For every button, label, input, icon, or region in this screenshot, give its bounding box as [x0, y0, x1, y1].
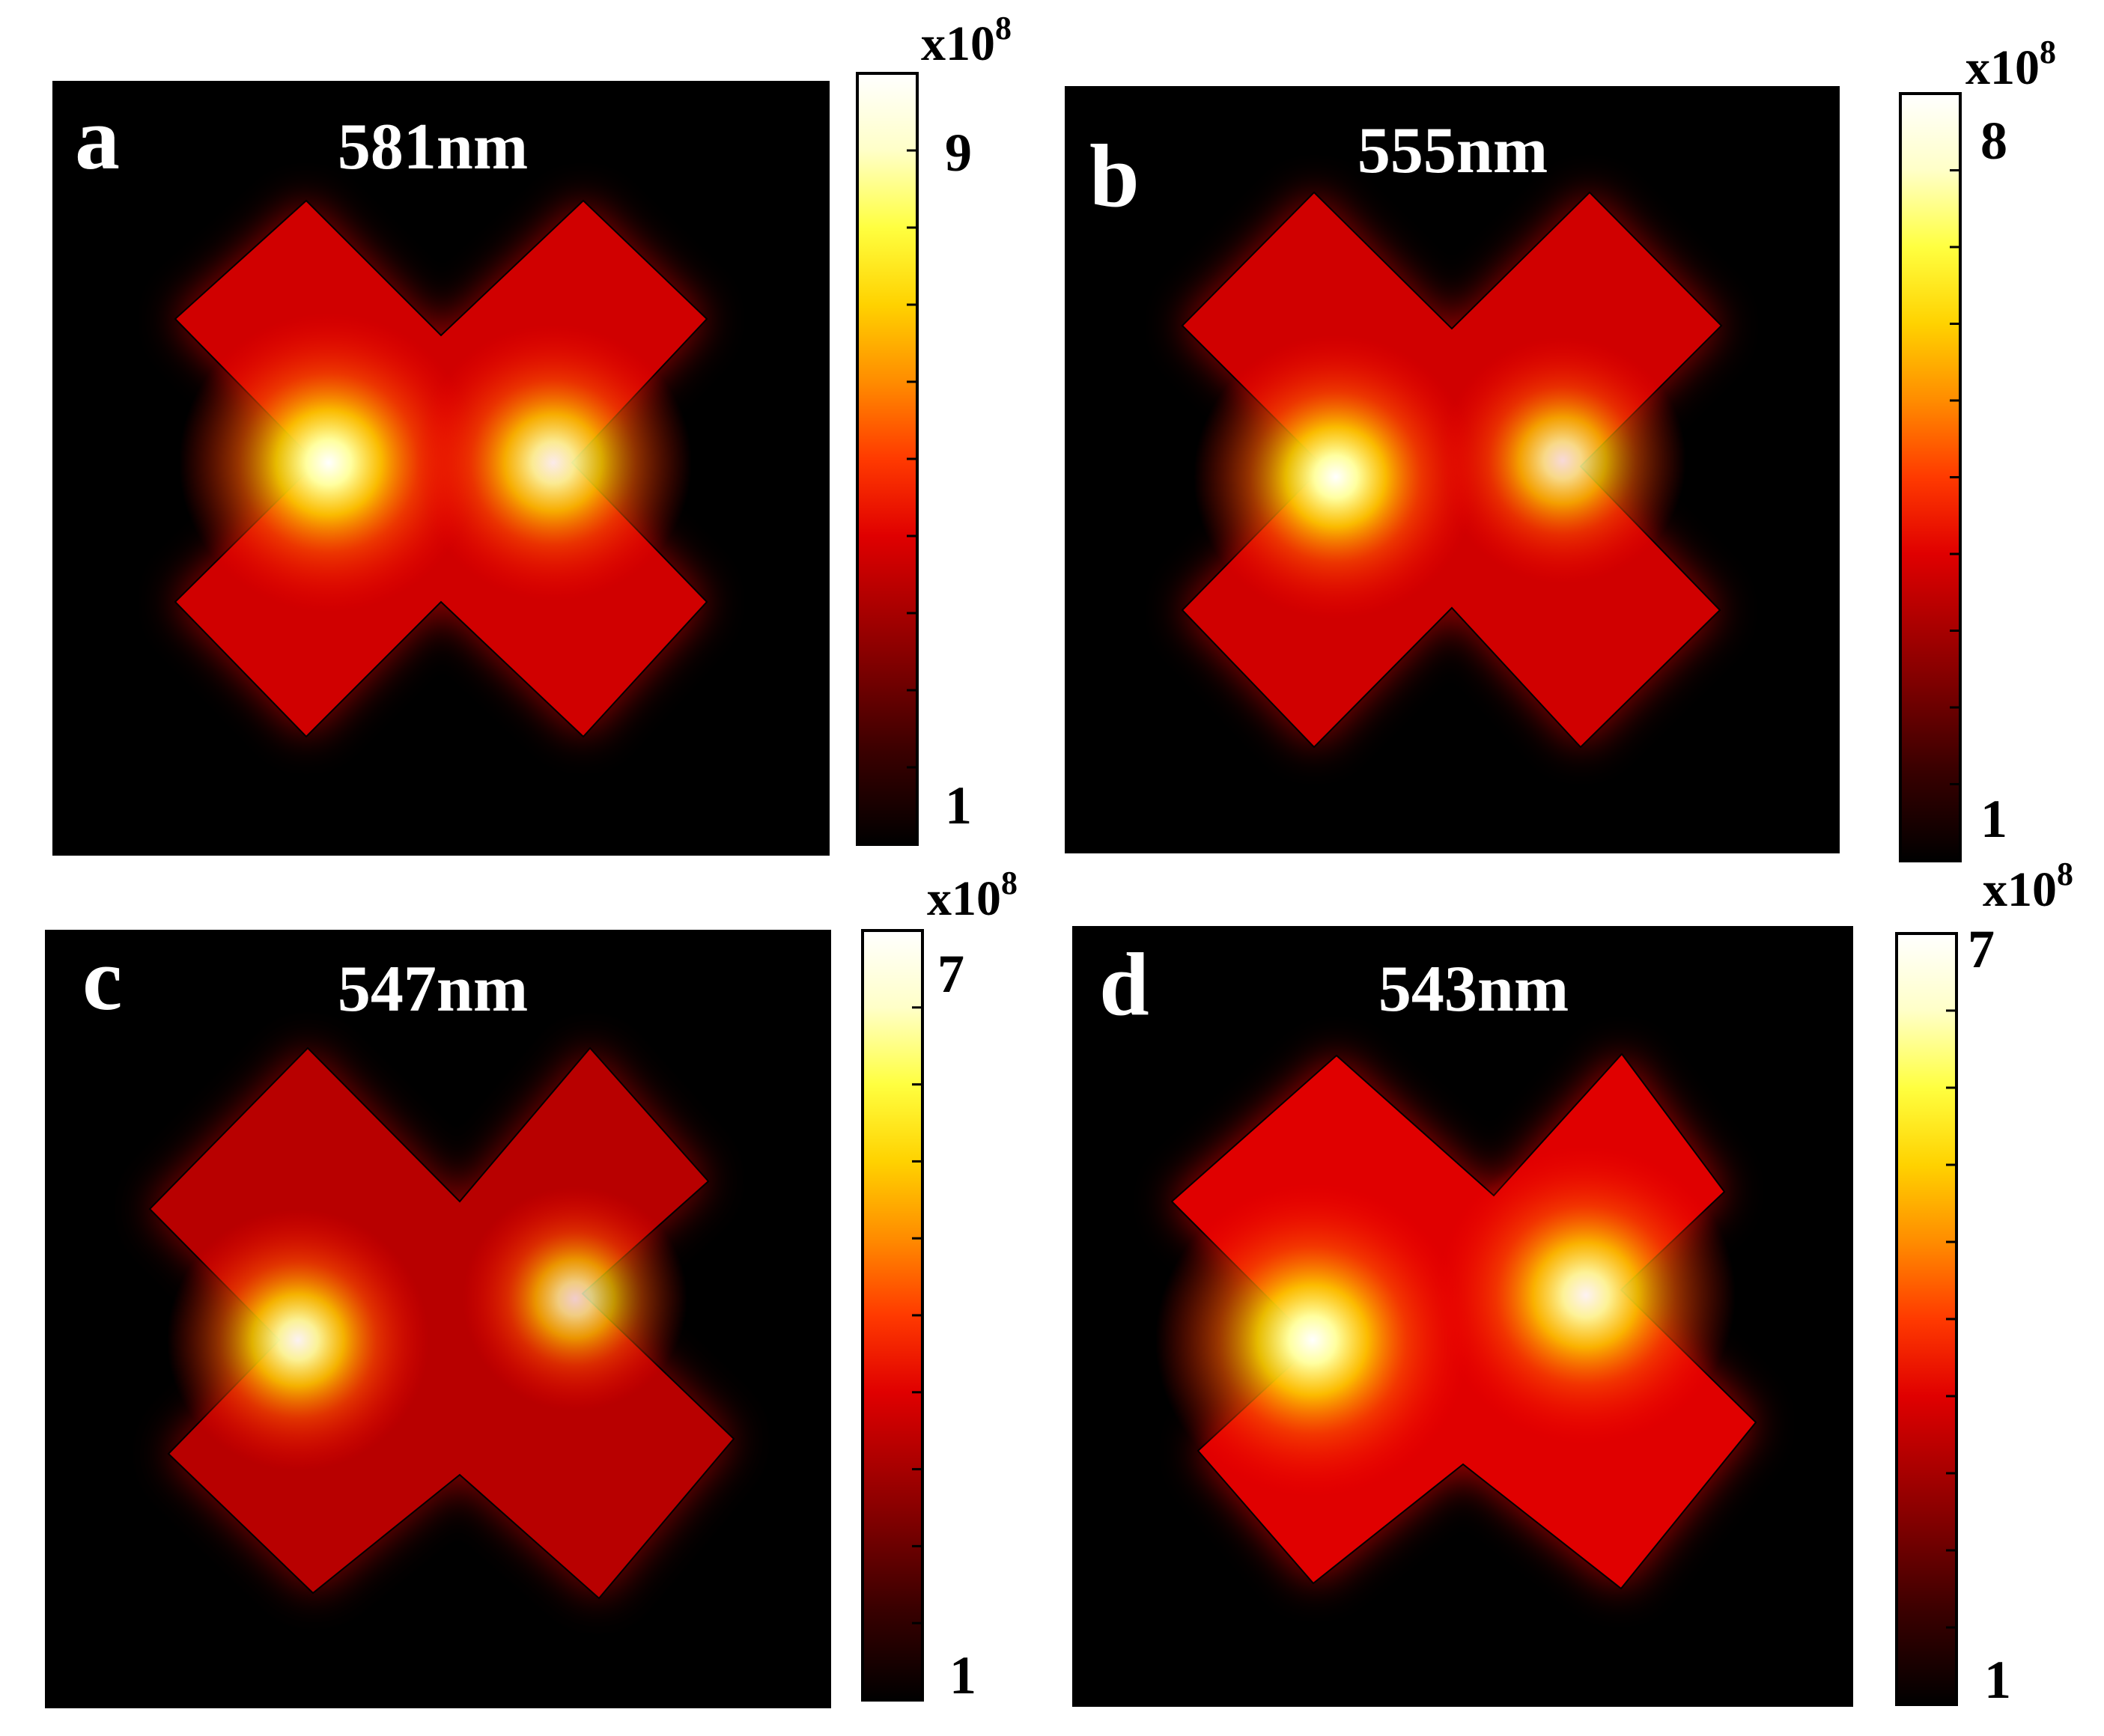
- panel-a-scale-min: 1: [945, 776, 972, 835]
- panel-c-colorbar-ticks: [912, 1006, 922, 1624]
- panel-a-hotspot-right: [415, 324, 692, 601]
- panel-a-wavelength: 581nm: [338, 111, 528, 183]
- panel-d-wavelength: 543nm: [1378, 953, 1569, 1026]
- panel-a: a 581nm x108 9 1: [52, 10, 1012, 856]
- panel-d-letter: d: [1099, 934, 1149, 1034]
- panel-b-wavelength: 555nm: [1357, 115, 1548, 187]
- panel-c-colorbar: x108 7 1: [861, 865, 1018, 1705]
- panel-d-scale-multiplier: x108: [1983, 856, 2073, 917]
- panel-b: b 555nm x108 8 1: [1065, 34, 2056, 862]
- panel-d-colorbar-ticks: [1946, 1009, 1956, 1629]
- panel-c-letter: c: [82, 929, 122, 1029]
- panel-c-scale-multiplier: x108: [927, 865, 1018, 926]
- panel-d-colorbar: x108 7 1: [1895, 856, 2073, 1710]
- panel-b-hotspot-right: [1439, 337, 1686, 584]
- panel-c-wavelength: 547nm: [338, 953, 528, 1026]
- panel-b-scale-max: 8: [1980, 111, 2007, 171]
- panel-a-letter: a: [75, 88, 120, 188]
- panel-c-scale-max: 7: [937, 944, 964, 1004]
- panel-a-colorbar: x108 9 1: [856, 10, 1012, 846]
- panel-c: c 547nm x108 7 1: [45, 865, 1018, 1708]
- panel-c-hotspot-right: [463, 1187, 687, 1411]
- panel-b-scale-multiplier: x108: [1965, 34, 2056, 95]
- panel-a-scale-multiplier: x108: [921, 10, 1012, 71]
- panel-d-hotspot-left: [1155, 1183, 1470, 1497]
- panel-b-colorbar-ticks: [1950, 169, 1960, 785]
- panel-d: d 543nm x108 7 1: [1072, 856, 2073, 1710]
- panel-d-scale-min: 1: [1984, 1650, 2011, 1710]
- panel-a-scale-max: 9: [945, 123, 972, 183]
- panel-d-hotspot-right: [1436, 1145, 1736, 1445]
- panel-b-hotspot-left: [1194, 335, 1478, 619]
- panel-c-hotspot-left: [167, 1209, 429, 1471]
- panel-c-scale-min: 1: [949, 1645, 976, 1705]
- panel-a-hotspot-left: [179, 313, 478, 612]
- panel-b-letter: b: [1089, 126, 1140, 225]
- panel-d-scale-max: 7: [1968, 919, 1995, 979]
- panel-b-scale-min: 1: [1980, 789, 2007, 849]
- panel-b-colorbar: x108 8 1: [1899, 34, 2056, 862]
- panel-a-colorbar-ticks: [907, 149, 917, 769]
